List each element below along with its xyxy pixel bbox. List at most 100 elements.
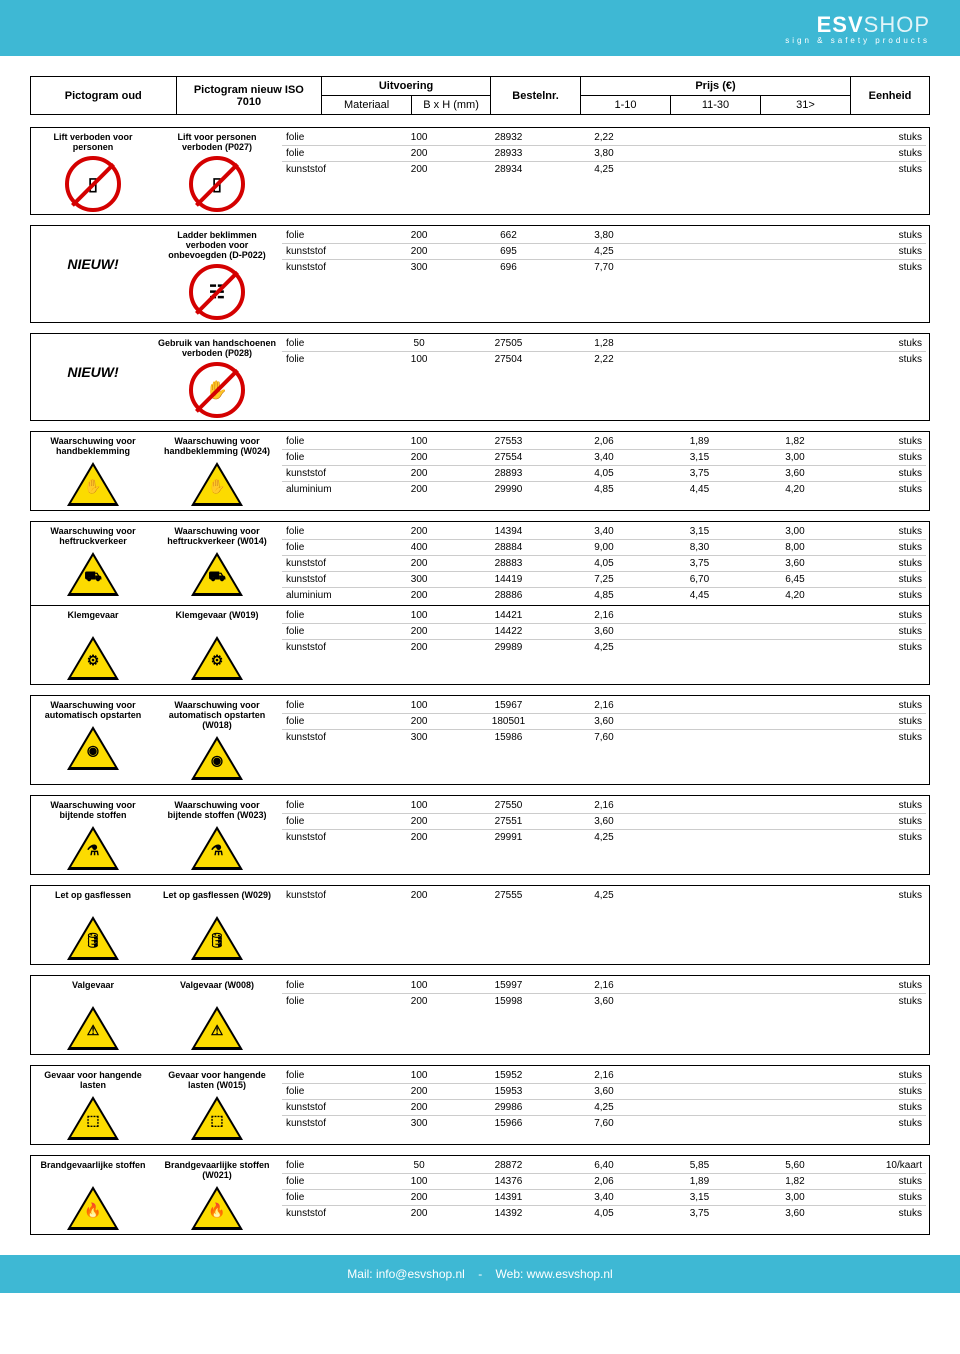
cell-price-2: 4,45 bbox=[652, 482, 747, 498]
table-row: folie100275502,16stuks bbox=[282, 798, 926, 814]
cell-price-1: 4,25 bbox=[556, 888, 651, 903]
cell-price-3 bbox=[747, 830, 842, 846]
cell-article: 28886 bbox=[461, 588, 556, 604]
cell-price-2: 3,75 bbox=[652, 1206, 747, 1222]
cell-dim: 400 bbox=[377, 540, 460, 556]
old-pictogram-cell: Let op gasflessen🛢 bbox=[31, 886, 156, 965]
cell-unit: stuks bbox=[843, 640, 926, 656]
cell-unit: stuks bbox=[843, 624, 926, 640]
cell-price-1: 1,28 bbox=[556, 336, 651, 352]
old-pictogram-cell: Brandgevaarlijke stoffen🔥 bbox=[31, 1156, 156, 1235]
cell-price-2: 4,45 bbox=[652, 588, 747, 604]
cell-material: kunststof bbox=[282, 1116, 377, 1132]
cell-dim: 200 bbox=[377, 1084, 460, 1100]
cell-material: folie bbox=[282, 624, 377, 640]
cell-dim: 200 bbox=[377, 640, 460, 656]
cell-price-1: 3,60 bbox=[556, 1084, 651, 1100]
cell-article: 27555 bbox=[461, 888, 556, 903]
cell-article: 14376 bbox=[461, 1174, 556, 1190]
cell-price-3 bbox=[747, 978, 842, 994]
data-cell: folie100159972,16stuksfolie200159983,60s… bbox=[279, 976, 930, 1055]
cell-price-2 bbox=[652, 1116, 747, 1132]
table-row: aluminium200288864,854,454,20stuks bbox=[282, 588, 926, 604]
hdr-prijs: Prijs (€) bbox=[581, 77, 851, 96]
cell-unit: stuks bbox=[843, 1116, 926, 1132]
hdr-bestel: Bestelnr. bbox=[491, 77, 581, 115]
cell-unit: stuks bbox=[843, 730, 926, 746]
cell-price-2 bbox=[652, 336, 747, 352]
cell-price-3 bbox=[747, 1100, 842, 1116]
cell-price-2: 8,30 bbox=[652, 540, 747, 556]
cell-unit: stuks bbox=[843, 524, 926, 540]
product-section: Brandgevaarlijke stoffen🔥Brandgevaarlijk… bbox=[30, 1155, 930, 1235]
cell-material: folie bbox=[282, 130, 377, 146]
cell-dim: 100 bbox=[377, 130, 460, 146]
cell-material: folie bbox=[282, 1158, 377, 1174]
cell-article: 27551 bbox=[461, 814, 556, 830]
table-row: folie200159983,60stuks bbox=[282, 994, 926, 1010]
cell-price-2 bbox=[652, 1100, 747, 1116]
logo-text-2: SHOP bbox=[864, 12, 930, 37]
cell-material: aluminium bbox=[282, 588, 377, 604]
cell-material: kunststof bbox=[282, 556, 377, 572]
cell-price-1: 4,25 bbox=[556, 640, 651, 656]
cell-material: kunststof bbox=[282, 1206, 377, 1222]
data-cell: folie100289322,22stuksfolie200289333,80s… bbox=[279, 128, 930, 215]
data-cell: kunststof200275554,25stuks bbox=[279, 886, 930, 965]
cell-price-3: 6,45 bbox=[747, 572, 842, 588]
new-pictogram-cell: Klemgevaar (W019)⚙ bbox=[155, 606, 279, 685]
cell-dim: 200 bbox=[377, 1206, 460, 1222]
hdr-unit: Eenheid bbox=[851, 77, 930, 115]
cell-dim: 200 bbox=[377, 162, 460, 178]
cell-dim: 200 bbox=[377, 624, 460, 640]
table-row: folie2006623,80stuks bbox=[282, 228, 926, 244]
cell-price-1: 7,60 bbox=[556, 730, 651, 746]
cell-article: 29986 bbox=[461, 1100, 556, 1116]
cell-unit: stuks bbox=[843, 130, 926, 146]
cell-price-1: 3,60 bbox=[556, 994, 651, 1010]
cell-dim: 100 bbox=[377, 1068, 460, 1084]
cell-dim: 300 bbox=[377, 260, 460, 276]
hdr-p1: 1-10 bbox=[581, 96, 671, 115]
cell-price-3: 1,82 bbox=[747, 434, 842, 450]
table-row: kunststof3006967,70stuks bbox=[282, 260, 926, 276]
cell-article: 29991 bbox=[461, 830, 556, 846]
cell-article: 27553 bbox=[461, 434, 556, 450]
cell-article: 27554 bbox=[461, 450, 556, 466]
table-row: folie200275513,60stuks bbox=[282, 814, 926, 830]
cell-material: kunststof bbox=[282, 730, 377, 746]
table-row: folie200143913,403,153,00stuks bbox=[282, 1190, 926, 1206]
cell-price-2: 1,89 bbox=[652, 1174, 747, 1190]
table-row: folie200159533,60stuks bbox=[282, 1084, 926, 1100]
table-row: folie100144212,16stuks bbox=[282, 608, 926, 624]
hdr-new: Pictogram nieuw ISO 7010 bbox=[176, 77, 322, 115]
new-pictogram-cell: Waarschuwing voor bijtende stoffen (W023… bbox=[155, 796, 279, 875]
cell-price-3 bbox=[747, 228, 842, 244]
cell-price-1: 7,60 bbox=[556, 1116, 651, 1132]
cell-article: 28933 bbox=[461, 146, 556, 162]
cell-unit: stuks bbox=[843, 146, 926, 162]
cell-dim: 100 bbox=[377, 608, 460, 624]
cell-material: kunststof bbox=[282, 1100, 377, 1116]
cell-material: folie bbox=[282, 524, 377, 540]
product-section: Waarschuwing voor heftruckverkeer⛟Waarsc… bbox=[30, 521, 930, 685]
cell-unit: stuks bbox=[843, 1100, 926, 1116]
cell-dim: 200 bbox=[377, 888, 460, 903]
table-row: kunststof200288834,053,753,60stuks bbox=[282, 556, 926, 572]
nieuw-badge: NIEUW! bbox=[33, 364, 153, 380]
cell-material: folie bbox=[282, 698, 377, 714]
table-row: folie200275543,403,153,00stuks bbox=[282, 450, 926, 466]
cell-article: 14391 bbox=[461, 1190, 556, 1206]
table-row: kunststof200299914,25stuks bbox=[282, 830, 926, 846]
cell-price-3 bbox=[747, 888, 842, 903]
cell-dim: 300 bbox=[377, 572, 460, 588]
cell-price-2 bbox=[652, 146, 747, 162]
table-row: kunststof200289344,25stuks bbox=[282, 162, 926, 178]
cell-material: folie bbox=[282, 434, 377, 450]
cell-price-1: 2,22 bbox=[556, 352, 651, 368]
cell-unit: stuks bbox=[843, 888, 926, 903]
cell-article: 29990 bbox=[461, 482, 556, 498]
new-pictogram-cell: Waarschuwing voor automatisch opstarten … bbox=[155, 696, 279, 785]
new-pictogram-cell: Gebruik van handschoenen verboden (P028)… bbox=[155, 334, 279, 421]
cell-price-2: 3,75 bbox=[652, 466, 747, 482]
